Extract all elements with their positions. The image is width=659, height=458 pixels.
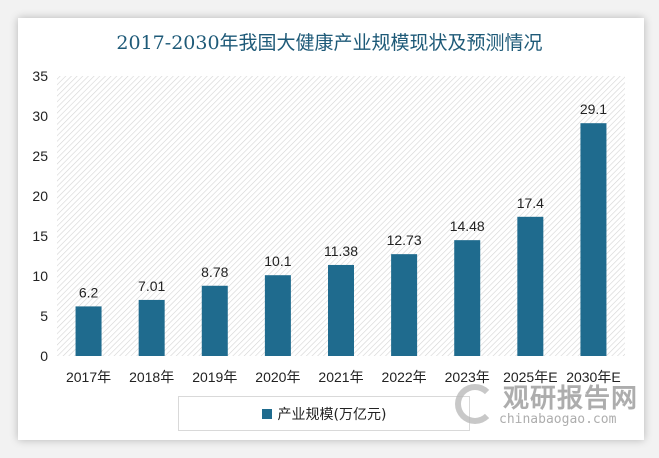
y-tick-label: 15 bbox=[32, 228, 48, 244]
x-tick-label: 2021年 bbox=[318, 369, 363, 385]
x-tick-label: 2023年 bbox=[445, 369, 490, 385]
y-tick-label: 35 bbox=[32, 68, 48, 84]
x-tick-label: 2020年 bbox=[255, 369, 300, 385]
y-tick-label: 20 bbox=[32, 188, 48, 204]
data-label: 14.48 bbox=[450, 218, 485, 234]
bar bbox=[201, 285, 228, 356]
data-label: 11.38 bbox=[324, 243, 358, 259]
y-tick-label: 25 bbox=[32, 148, 48, 164]
legend-label: 产业规模(万亿元) bbox=[277, 406, 387, 423]
watermark-logo-icon bbox=[455, 384, 495, 424]
data-label: 10.1 bbox=[264, 253, 291, 269]
y-tick-label: 30 bbox=[32, 108, 48, 124]
data-label: 7.01 bbox=[138, 278, 165, 294]
bar bbox=[264, 275, 291, 356]
watermark-name: 观研报告网 bbox=[503, 384, 639, 414]
bar bbox=[454, 240, 481, 356]
bar bbox=[75, 306, 102, 356]
data-label: 17.4 bbox=[517, 195, 544, 211]
data-label: 29.1 bbox=[580, 101, 607, 117]
x-tick-label: 2025年E bbox=[503, 369, 557, 385]
legend-swatch bbox=[261, 408, 272, 419]
x-tick-label: 2017年 bbox=[66, 369, 111, 385]
bar bbox=[517, 216, 544, 356]
bar bbox=[580, 123, 607, 356]
x-tick-label: 2030年E bbox=[566, 369, 620, 385]
y-tick-label: 10 bbox=[32, 268, 48, 284]
data-label: 8.78 bbox=[201, 264, 228, 280]
y-tick-label: 5 bbox=[40, 308, 48, 324]
x-tick-label: 2018年 bbox=[129, 369, 174, 385]
y-tick-label: 0 bbox=[40, 348, 48, 364]
data-label: 6.2 bbox=[79, 284, 99, 300]
legend: 产业规模(万亿元) bbox=[178, 396, 470, 431]
x-tick-label: 2019年 bbox=[192, 369, 237, 385]
watermark-url: chinabaogao.com bbox=[499, 412, 617, 427]
chart-title: 2017-2030年我国大健康产业规模现状及预测情况 bbox=[116, 32, 543, 54]
bar bbox=[328, 264, 354, 356]
bar bbox=[391, 254, 418, 356]
x-tick-label: 2022年 bbox=[382, 369, 427, 385]
data-label: 12.73 bbox=[387, 232, 422, 248]
bar bbox=[138, 299, 165, 356]
